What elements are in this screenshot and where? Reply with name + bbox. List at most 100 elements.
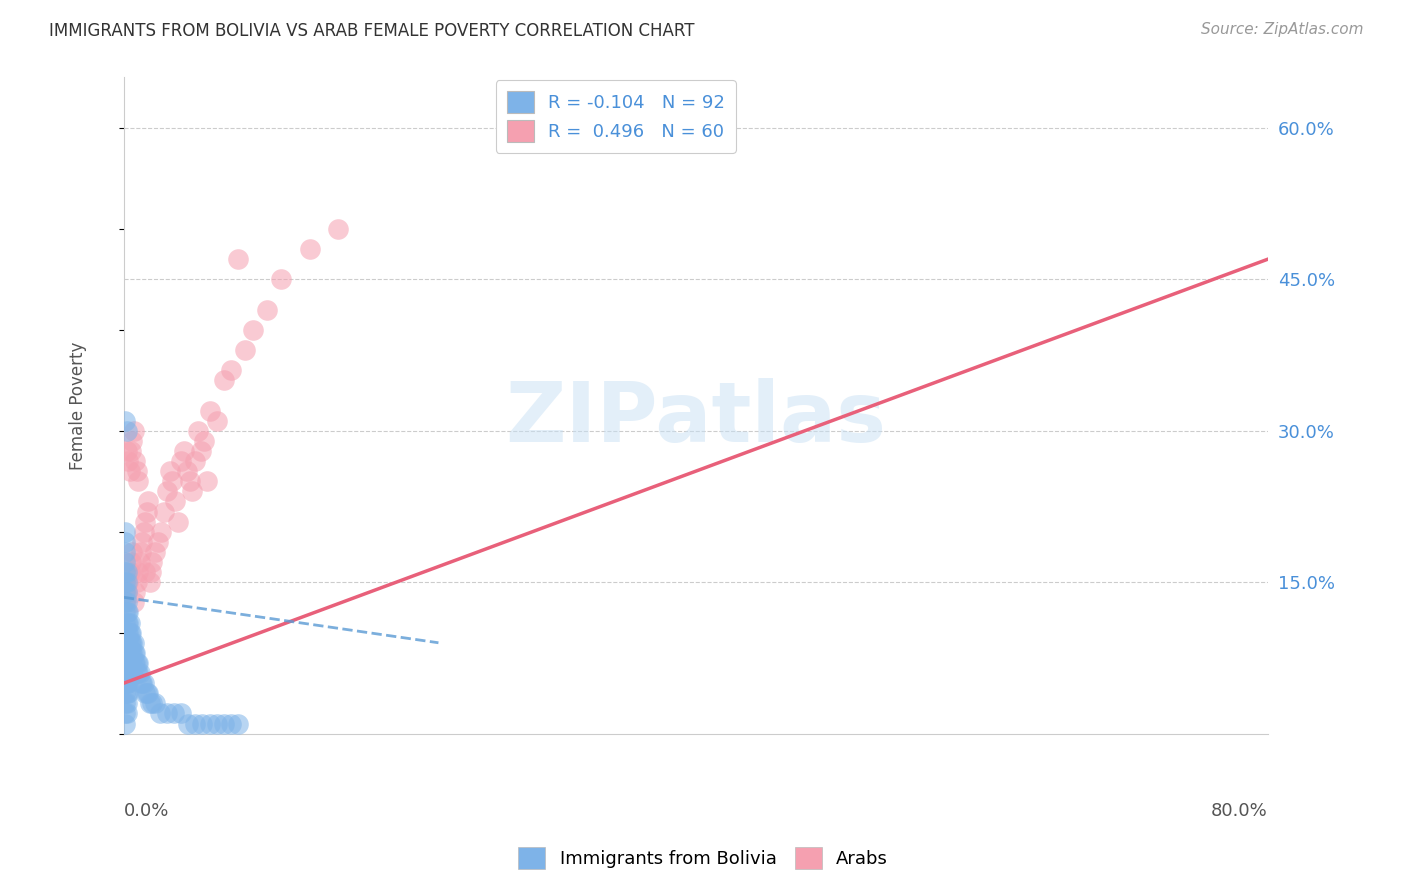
Point [122, 424, 145, 438]
Point [114, 545, 136, 559]
Point [270, 272, 292, 286]
Point [134, 686, 156, 700]
Point [129, 676, 152, 690]
Point [138, 696, 160, 710]
Point [226, 716, 249, 731]
Point [134, 515, 156, 529]
Point [124, 454, 146, 468]
Point [212, 373, 235, 387]
Point [118, 636, 141, 650]
Point [198, 403, 221, 417]
Point [226, 252, 249, 267]
Point [117, 666, 139, 681]
Point [191, 716, 214, 731]
Point [167, 515, 190, 529]
Point [129, 545, 152, 559]
Point [114, 524, 136, 539]
Point [114, 606, 136, 620]
Point [121, 666, 143, 681]
Point [114, 595, 136, 609]
Point [117, 676, 139, 690]
Point [115, 636, 138, 650]
Point [132, 676, 155, 690]
Point [219, 363, 242, 377]
Point [173, 444, 195, 458]
Point [115, 565, 138, 579]
Point [114, 585, 136, 599]
Point [118, 646, 141, 660]
Point [120, 656, 142, 670]
Point [190, 444, 212, 458]
Point [125, 464, 148, 478]
Point [205, 414, 228, 428]
Point [143, 696, 166, 710]
Point [122, 656, 145, 670]
Point [242, 323, 264, 337]
Point [121, 545, 143, 559]
Point [212, 716, 235, 731]
Point [125, 666, 148, 681]
Point [115, 585, 138, 599]
Point [120, 636, 142, 650]
Point [118, 464, 141, 478]
Point [124, 585, 146, 599]
Point [117, 686, 139, 700]
Point [139, 565, 162, 579]
Point [127, 475, 149, 489]
Point [153, 504, 176, 518]
Point [120, 625, 142, 640]
Point [117, 636, 139, 650]
Point [136, 686, 159, 700]
Text: Source: ZipAtlas.com: Source: ZipAtlas.com [1201, 22, 1364, 37]
Point [156, 706, 179, 721]
Point [135, 686, 157, 700]
Point [165, 494, 187, 508]
Point [118, 615, 141, 630]
Point [115, 585, 138, 599]
Point [127, 565, 149, 579]
Point [114, 565, 136, 579]
Point [124, 656, 146, 670]
Point [184, 716, 207, 731]
Point [136, 494, 159, 508]
Text: ZIPatlas: ZIPatlas [505, 378, 886, 459]
Point [114, 656, 136, 670]
Point [114, 706, 136, 721]
Text: Female Poverty: Female Poverty [69, 342, 87, 470]
Point [122, 646, 145, 660]
Point [120, 646, 142, 660]
Point [115, 595, 138, 609]
Point [115, 706, 138, 721]
Point [115, 424, 138, 438]
Point [125, 656, 148, 670]
Point [141, 696, 163, 710]
Point [114, 716, 136, 731]
Point [117, 606, 139, 620]
Point [114, 696, 136, 710]
Point [132, 524, 155, 539]
Point [114, 676, 136, 690]
Point [148, 706, 170, 721]
Point [143, 545, 166, 559]
Point [115, 606, 138, 620]
Point [131, 534, 153, 549]
Point [114, 686, 136, 700]
Point [114, 625, 136, 640]
Point [128, 666, 150, 681]
Point [181, 484, 204, 499]
Point [176, 464, 198, 478]
Point [205, 716, 228, 731]
Point [131, 676, 153, 690]
Point [120, 666, 142, 681]
Point [127, 666, 149, 681]
Point [298, 242, 321, 256]
Point [256, 302, 278, 317]
Point [121, 656, 143, 670]
Point [118, 625, 141, 640]
Point [156, 484, 179, 499]
Point [115, 656, 138, 670]
Point [138, 575, 160, 590]
Point [114, 646, 136, 660]
Point [121, 646, 143, 660]
Text: 0.0%: 0.0% [124, 802, 169, 821]
